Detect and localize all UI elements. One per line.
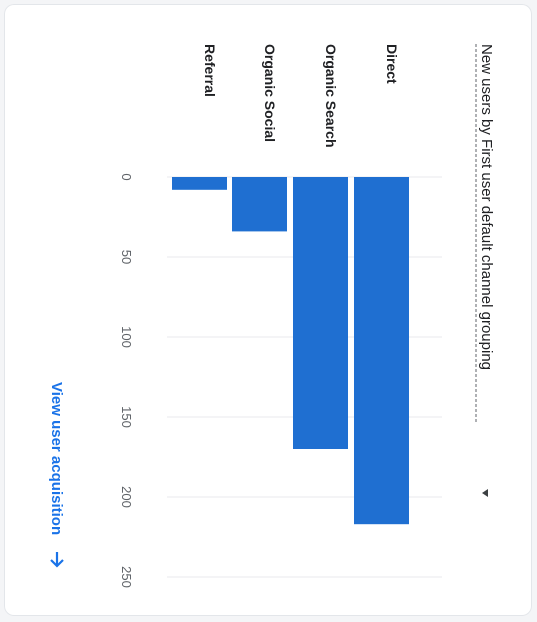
chart-svg: New users by First user default channel …	[48, 44, 495, 588]
bar-organic-social[interactable]	[232, 177, 287, 232]
bar-referral[interactable]	[172, 177, 227, 190]
caret-down-icon[interactable]	[482, 489, 488, 497]
category-labels: Direct Organic Search Organic Social Referr…	[202, 44, 400, 148]
tick-label: 200	[119, 486, 134, 508]
tick-label: 0	[119, 173, 134, 180]
arrow-right-icon[interactable]	[50, 552, 64, 568]
chart-title[interactable]: New users by First user default channel …	[478, 44, 495, 370]
tick-label: 250	[119, 566, 134, 588]
view-user-acquisition-label[interactable]: View user acquisition	[48, 382, 65, 535]
category-label: Organic Social	[262, 44, 278, 142]
category-label: Organic Search	[323, 44, 339, 148]
tick-label: 150	[119, 406, 134, 428]
chart-title-group[interactable]: New users by First user default channel …	[475, 44, 495, 497]
chart-rotated-layer: New users by First user default channel …	[48, 44, 495, 588]
chart-card: New users by First user default channel …	[4, 4, 532, 616]
bar-organic-search[interactable]	[293, 177, 348, 449]
view-user-acquisition-link[interactable]: View user acquisition	[48, 382, 65, 568]
category-label: Direct	[384, 44, 400, 84]
tick-label: 100	[119, 326, 134, 348]
category-label: Referral	[202, 44, 218, 97]
bars-group	[172, 177, 409, 525]
tick-labels: 0 50 100 150 200 250	[119, 173, 134, 587]
bar-direct[interactable]	[354, 177, 409, 525]
tick-label: 50	[119, 250, 134, 264]
